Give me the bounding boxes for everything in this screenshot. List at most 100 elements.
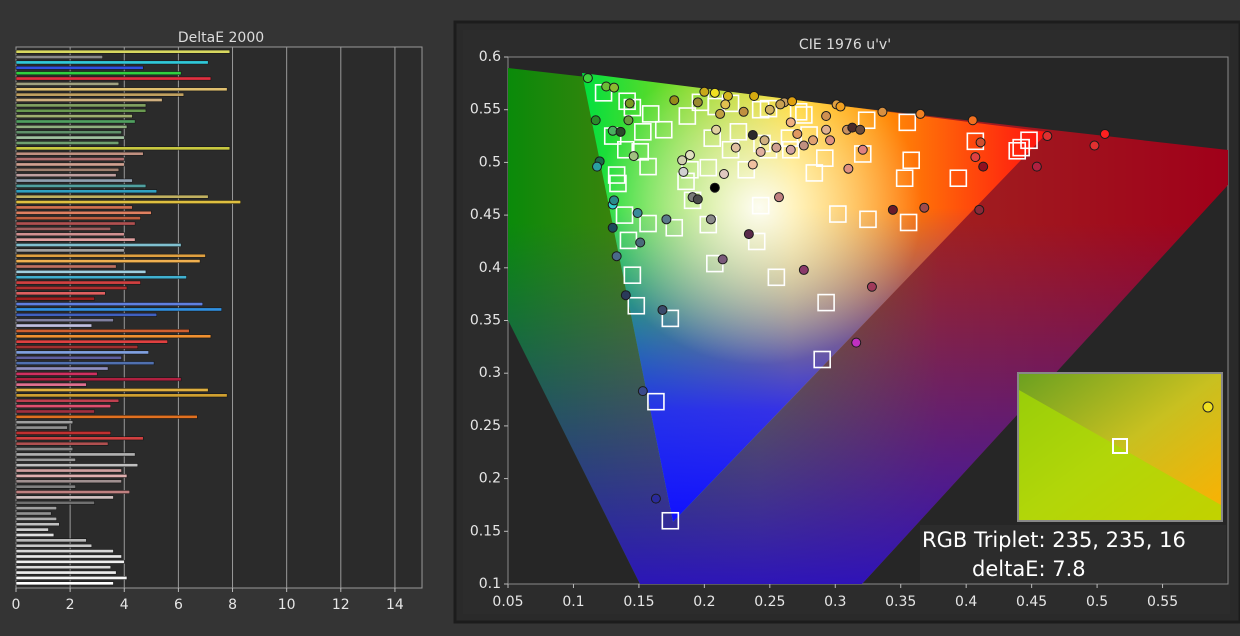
inset-gamut [1019, 390, 1221, 520]
bar [15, 339, 168, 344]
bar [15, 420, 74, 425]
measured-point [607, 222, 618, 233]
measured-point [808, 135, 819, 146]
bar [15, 173, 117, 178]
target-point [639, 214, 657, 233]
bar [15, 457, 76, 462]
target-point [815, 149, 834, 167]
measured-point [785, 144, 796, 155]
measured-point [719, 168, 729, 179]
x-tick-label: 8 [228, 597, 237, 613]
bar [15, 221, 136, 226]
bar [15, 119, 136, 124]
measured-point [1089, 140, 1100, 151]
bar [15, 377, 182, 382]
measured-point [635, 237, 646, 248]
bar [15, 87, 228, 92]
measured-point [773, 192, 784, 203]
x-tick-label: 0.3 [824, 594, 846, 610]
bar [15, 151, 144, 156]
bar [15, 162, 125, 167]
bar [15, 549, 114, 553]
target-point [654, 120, 673, 139]
bar [15, 431, 111, 435]
bar [15, 200, 241, 204]
y-tick-label: 0.2 [479, 471, 501, 487]
target-point [729, 123, 748, 141]
bar [15, 296, 95, 301]
x-tick-label: 0.1 [562, 594, 584, 610]
measured-point [709, 87, 720, 98]
measured-point [609, 195, 620, 206]
bar [15, 189, 157, 194]
bar [15, 210, 152, 215]
cie-chart: CIE 1976 u'v' RGB Triplet: 235, 235, 16 … [470, 37, 1229, 610]
bar [15, 60, 209, 65]
measured-point [785, 117, 796, 128]
x-tick-label: 0.45 [1016, 594, 1047, 610]
measured-point [747, 129, 758, 140]
bar [15, 205, 133, 210]
measured-point [738, 106, 749, 117]
target-point [678, 107, 697, 125]
y-tick-label: 0.6 [479, 49, 501, 65]
measured-point [657, 304, 668, 315]
measured-point [669, 95, 680, 106]
measured-point [692, 194, 703, 205]
bar [15, 312, 157, 317]
bar [15, 125, 128, 129]
measured-point [974, 204, 985, 215]
bar [15, 474, 128, 478]
measured-point [857, 144, 868, 155]
target-point [639, 157, 657, 176]
measured-point [711, 124, 722, 135]
y-tick-label: 0.1 [479, 576, 501, 592]
annotation-box [920, 525, 1226, 583]
measured-point [851, 337, 862, 348]
x-tick-label: 0.2 [693, 594, 715, 610]
bar [15, 264, 117, 269]
measured-point [705, 214, 716, 225]
measured-point [730, 142, 741, 153]
bar [15, 269, 147, 274]
target-point [767, 268, 786, 287]
x-tick-label: 0.55 [1147, 594, 1178, 610]
measured-point [747, 159, 758, 170]
bar [15, 361, 155, 366]
bar [15, 92, 185, 97]
bar [15, 237, 136, 242]
bar [15, 280, 141, 285]
inset-target [1112, 438, 1128, 454]
measured-point [615, 126, 626, 137]
inset-measurement [1202, 401, 1214, 413]
bar [15, 393, 228, 398]
bar [15, 323, 93, 328]
measured-point [620, 290, 631, 301]
bar [15, 318, 114, 323]
measured-point [1031, 161, 1042, 172]
bar [15, 570, 117, 575]
measured-point [709, 182, 720, 193]
measured-point [1099, 128, 1110, 139]
measured-point [609, 82, 620, 93]
bar [15, 49, 231, 54]
x-tick-label: 0.25 [754, 594, 785, 610]
measured-point [650, 493, 661, 504]
measured-point [821, 111, 832, 122]
bar [15, 227, 111, 231]
measured-point [637, 386, 648, 397]
measured-point [611, 251, 622, 262]
target-point [617, 140, 635, 159]
bar [15, 495, 114, 500]
measured-point [855, 124, 866, 135]
measured-point [632, 207, 643, 218]
bar [15, 490, 130, 494]
y-tick-label: 0.4 [479, 260, 501, 276]
measured-point [792, 128, 803, 139]
measured-point [684, 150, 695, 161]
target-point [813, 350, 831, 369]
bar [15, 463, 139, 468]
measured-point [592, 161, 603, 172]
